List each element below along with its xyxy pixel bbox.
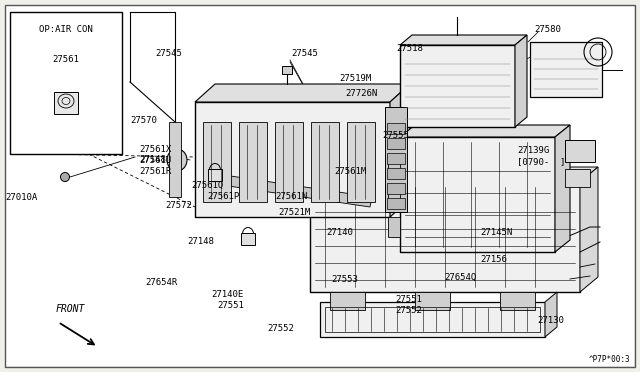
Bar — [310, 182, 580, 292]
Bar — [387, 138, 405, 149]
Text: 27561R: 27561R — [140, 167, 172, 176]
Bar — [347, 122, 375, 202]
Bar — [387, 153, 405, 164]
Text: 27519M: 27519M — [339, 74, 371, 83]
Bar — [10, 12, 122, 154]
Bar — [500, 292, 535, 310]
Polygon shape — [545, 292, 557, 337]
Text: 27561M: 27561M — [335, 167, 367, 176]
Bar — [311, 122, 339, 202]
Text: 27552: 27552 — [396, 306, 422, 315]
Text: 27139G: 27139G — [517, 146, 549, 155]
Text: 27572: 27572 — [165, 201, 192, 210]
Text: 27148: 27148 — [140, 155, 166, 164]
Ellipse shape — [167, 149, 187, 171]
Text: 27654Q: 27654Q — [445, 273, 477, 282]
Text: 27148: 27148 — [188, 237, 214, 246]
Text: 27145N: 27145N — [480, 228, 512, 237]
Polygon shape — [400, 125, 570, 137]
Bar — [195, 102, 390, 217]
Text: 27518: 27518 — [397, 44, 424, 53]
Bar — [320, 302, 545, 337]
Ellipse shape — [61, 173, 70, 182]
Text: 27130: 27130 — [538, 316, 564, 325]
Text: 27561N: 27561N — [275, 192, 307, 201]
Polygon shape — [195, 84, 410, 102]
Polygon shape — [515, 35, 527, 127]
Text: 27552: 27552 — [267, 324, 294, 333]
Polygon shape — [8, 12, 175, 122]
Text: 27521M: 27521M — [278, 208, 310, 217]
Text: 27580: 27580 — [534, 25, 561, 34]
Text: 27551: 27551 — [396, 295, 422, 304]
Bar — [241, 233, 255, 245]
Text: 27561U: 27561U — [140, 156, 172, 165]
Bar — [415, 292, 450, 310]
Bar — [565, 169, 590, 187]
Text: 27561X: 27561X — [140, 145, 172, 154]
Text: ^P7P*00:3: ^P7P*00:3 — [588, 355, 630, 364]
Bar — [387, 168, 405, 179]
Text: 27545: 27545 — [291, 49, 318, 58]
Bar — [330, 292, 365, 310]
Text: 27561P: 27561P — [208, 192, 240, 201]
Polygon shape — [555, 125, 570, 252]
Text: 27561: 27561 — [52, 55, 79, 64]
Text: 27654R: 27654R — [146, 278, 178, 287]
Text: 27555: 27555 — [383, 131, 410, 140]
Bar — [400, 137, 555, 252]
Bar — [565, 140, 595, 162]
Polygon shape — [400, 35, 527, 45]
Text: FRONT: FRONT — [56, 304, 85, 314]
Bar — [385, 107, 407, 212]
Bar — [208, 169, 222, 181]
Polygon shape — [310, 167, 598, 182]
Bar — [169, 122, 181, 197]
Text: 27545: 27545 — [156, 49, 182, 58]
Bar — [203, 122, 231, 202]
Text: 27140: 27140 — [326, 228, 353, 237]
Text: 27726N: 27726N — [346, 89, 378, 97]
Bar — [387, 198, 405, 209]
Polygon shape — [580, 167, 598, 292]
Text: 27553: 27553 — [332, 275, 358, 283]
Bar — [388, 157, 400, 177]
Text: 27010A: 27010A — [5, 193, 37, 202]
Text: 27551: 27551 — [218, 301, 244, 310]
Text: 27140E: 27140E — [211, 290, 243, 299]
Bar — [387, 183, 405, 194]
Text: 27156: 27156 — [480, 255, 507, 264]
Bar — [388, 187, 400, 207]
Bar — [388, 217, 400, 237]
Text: 27570: 27570 — [130, 116, 157, 125]
Bar — [530, 42, 602, 97]
Text: 27561Q: 27561Q — [192, 181, 224, 190]
Polygon shape — [390, 84, 410, 217]
Text: [0790-  ]: [0790- ] — [517, 157, 566, 166]
Polygon shape — [215, 174, 372, 207]
Bar — [239, 122, 267, 202]
Bar — [54, 92, 78, 114]
Bar — [275, 122, 303, 202]
Bar — [400, 45, 515, 127]
Text: OP:AIR CON: OP:AIR CON — [39, 26, 93, 35]
Bar — [282, 66, 292, 74]
Bar — [387, 123, 405, 134]
Bar — [325, 307, 540, 332]
